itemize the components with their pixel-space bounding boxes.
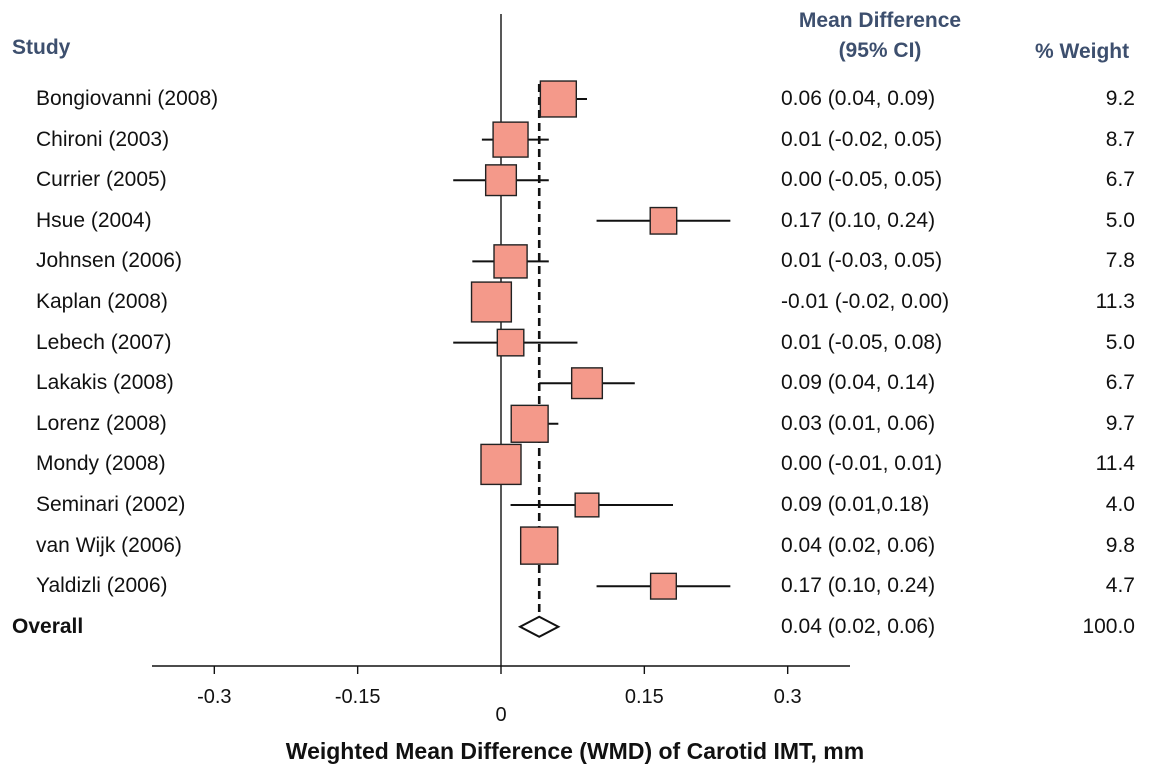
study-ci-text: 0.09 (0.04, 0.14) [781,371,936,395]
study-name: Mondy (2008) [36,452,166,476]
study-weight: 6.7 [1105,371,1135,395]
study-ci-text: 0.03 (0.01, 0.06) [781,411,936,435]
x-tick-label: 0.3 [773,686,802,708]
study-name: van Wijk (2006) [36,533,182,557]
study-ci-text: 0.17 (0.10, 0.24) [781,208,936,232]
x-tick-label: 0.15 [624,686,664,708]
study-weight-box [649,572,677,600]
overall-weight: 100.0 [1082,614,1135,638]
study-ci-text: 0.00 (-0.05, 0.05) [781,168,943,192]
study-weight: 6.7 [1105,168,1135,192]
study-weight: 8.7 [1105,127,1135,151]
study-weight-box [574,492,600,518]
study-name: Lebech (2007) [36,330,172,354]
x-tick-label: -0.15 [334,686,381,708]
study-weight: 9.7 [1105,411,1135,435]
study-ci-text: 0.01 (-0.02, 0.05) [781,127,943,151]
study-name: Hsue (2004) [36,208,152,232]
study-weight-box [484,164,518,197]
study-weight-box [539,80,578,118]
effect-header-line1: Mean Difference [798,9,962,32]
study-weight-box [493,244,528,279]
effect-header-line2: (95% CI) [838,39,922,62]
study-weight: 5.0 [1105,208,1135,232]
study-weight: 11.3 [1095,290,1135,313]
study-ci-text: 0.09 (0.01,0.18) [781,493,930,516]
study-weight: 4.7 [1105,574,1135,598]
study-name: Bongiovanni (2008) [36,87,219,110]
study-name: Currier (2005) [36,168,167,192]
study-name: Lorenz (2008) [36,411,167,435]
study-ci-text: 0.01 (-0.03, 0.05) [781,249,943,273]
study-name: Lakakis (2008) [36,371,174,395]
study-weight: 11.4 [1095,452,1135,476]
study-ci-text: 0.00 (-0.01, 0.01) [781,452,943,476]
x-axis-title: Weighted Mean Difference (WMD) of Caroti… [285,738,865,764]
study-weight-box [496,328,525,357]
study-weight: 9.2 [1105,87,1135,110]
study-ci-text: 0.17 (0.10, 0.24) [781,574,936,598]
study-weight-box [470,281,513,323]
overall-ci-text: 0.04 (0.02, 0.06) [781,614,936,638]
study-name: Seminari (2002) [36,493,186,516]
study-ci-text: 0.06 (0.04, 0.09) [781,87,936,110]
study-weight-box [649,206,678,235]
study-weight: 4.0 [1105,493,1135,516]
study-weight-box [492,121,529,158]
study-ci-text: 0.04 (0.02, 0.06) [781,533,936,557]
study-ci-text: -0.01 (-0.02, 0.00) [781,290,950,313]
effect-column-header: Mean Difference (95% CI) [760,6,1000,66]
study-weight: 7.8 [1105,249,1135,273]
study-name: Johnsen (2006) [36,249,182,273]
study-name: Chironi (2003) [36,127,170,151]
overall-diamond [517,615,561,638]
study-name: Yaldizli (2006) [36,574,168,598]
overall-label: Overall [12,614,84,638]
x-tick-label: 0 [495,704,507,726]
study-weight-box [480,443,522,486]
study-ci-text: 0.01 (-0.05, 0.08) [781,330,943,354]
study-weight: 9.8 [1105,533,1135,557]
study-weight-box [519,526,559,565]
study-column-header: Study [12,36,71,59]
study-name: Kaplan (2008) [36,290,168,313]
weight-column-header: % Weight [1035,40,1130,63]
study-weight: 5.0 [1105,330,1135,354]
study-weight-box [570,367,604,400]
study-weight-box [510,404,549,443]
x-tick-label: -0.3 [197,686,232,708]
